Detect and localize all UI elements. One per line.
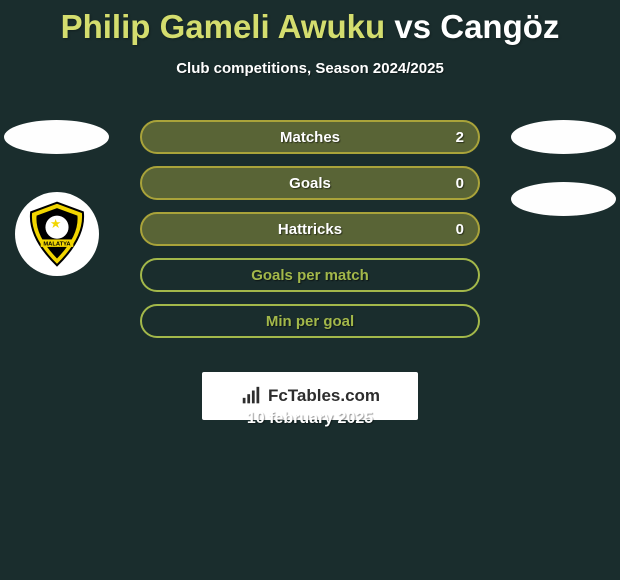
placeholder-ellipse bbox=[4, 120, 109, 154]
stat-label: Goals bbox=[289, 175, 331, 192]
svg-text:MALATYA: MALATYA bbox=[43, 242, 71, 248]
stat-row-hattricks: Hattricks 0 bbox=[140, 212, 480, 246]
malatya-crest-icon: MALATYA bbox=[23, 200, 91, 268]
club-badge-malatya: MALATYA bbox=[15, 192, 99, 276]
stat-value: 0 bbox=[456, 175, 464, 192]
stat-label: Min per goal bbox=[266, 313, 354, 330]
player1-name: Philip Gameli Awuku bbox=[61, 8, 386, 45]
chart-bars-icon bbox=[240, 385, 262, 407]
vs-separator: vs bbox=[394, 8, 431, 45]
stat-label: Hattricks bbox=[278, 221, 342, 238]
stat-value: 0 bbox=[456, 221, 464, 238]
subtitle: Club competitions, Season 2024/2025 bbox=[0, 60, 620, 77]
stats-panel: Matches 2 Goals 0 Hattricks 0 Goals per … bbox=[140, 120, 480, 338]
placeholder-ellipse bbox=[511, 182, 616, 216]
stat-label: Matches bbox=[280, 129, 340, 146]
left-badge-column: MALATYA bbox=[4, 120, 109, 276]
player2-name: Cangöz bbox=[440, 8, 559, 45]
placeholder-ellipse bbox=[511, 120, 616, 154]
watermark-text: FcTables.com bbox=[268, 386, 380, 406]
date-label: 10 february 2025 bbox=[0, 410, 620, 428]
stat-label: Goals per match bbox=[251, 267, 369, 284]
stat-row-min-per-goal: Min per goal bbox=[140, 304, 480, 338]
stat-row-matches: Matches 2 bbox=[140, 120, 480, 154]
right-badge-column bbox=[511, 120, 616, 216]
stat-row-goals-per-match: Goals per match bbox=[140, 258, 480, 292]
comparison-title: Philip Gameli Awuku vs Cangöz bbox=[0, 0, 620, 46]
stat-row-goals: Goals 0 bbox=[140, 166, 480, 200]
stat-value: 2 bbox=[456, 129, 464, 146]
